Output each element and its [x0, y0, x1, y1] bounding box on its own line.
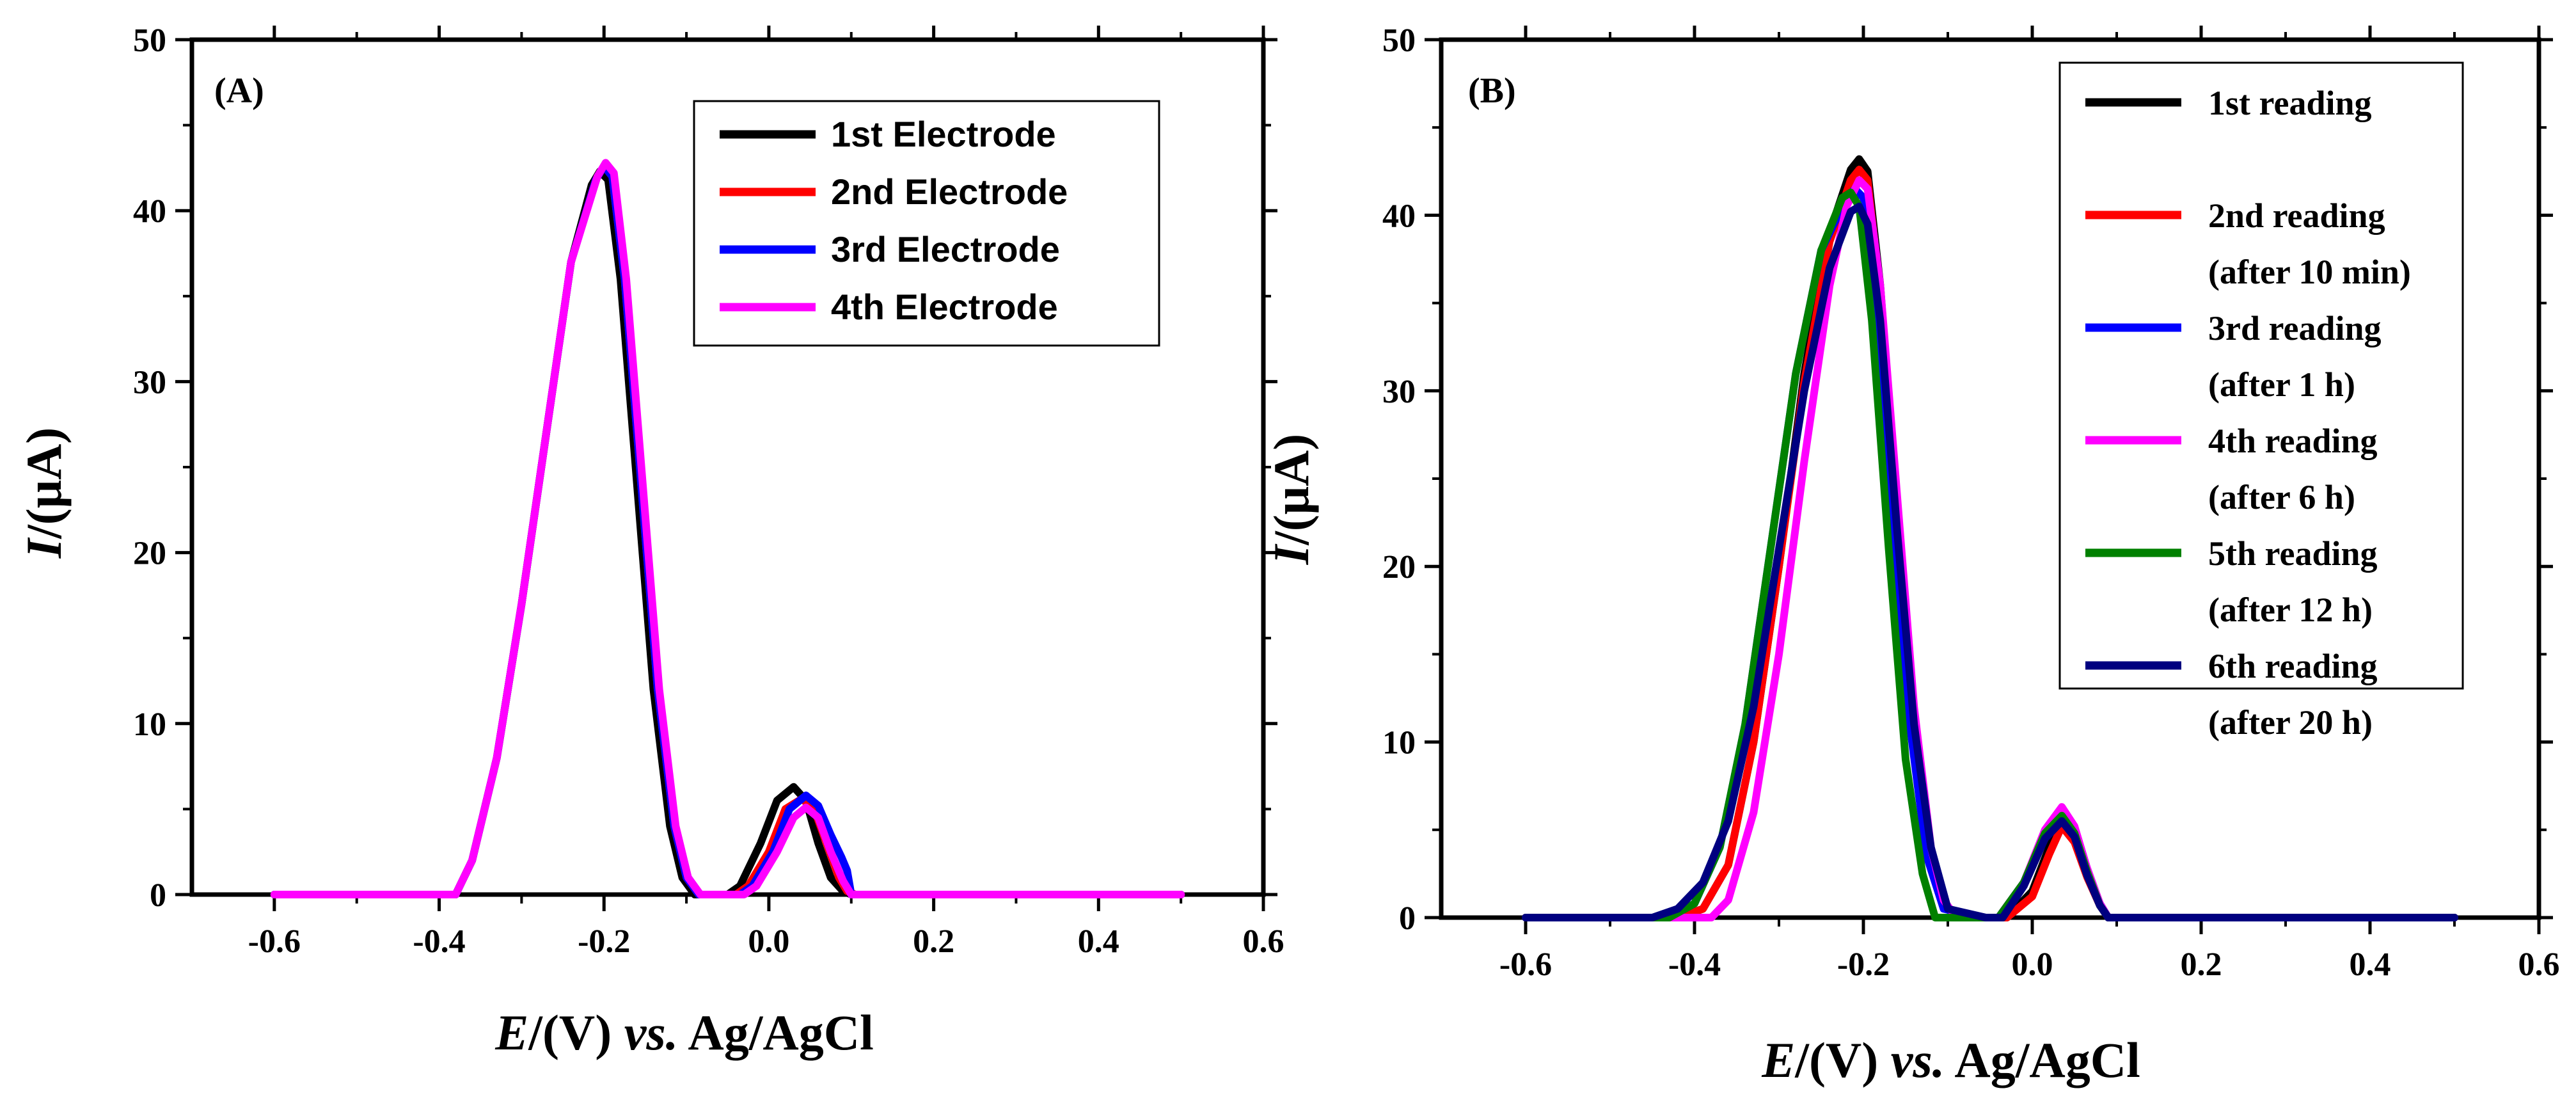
y-axis-title: I/(μA): [16, 427, 72, 559]
x-axis-title: E/(V) vs. Ag/AgCl: [1761, 1032, 2140, 1088]
series-line-6: [1522, 202, 2458, 921]
panel-label: (A): [214, 71, 264, 111]
x-tick-label: 0.4: [1078, 923, 1119, 960]
y-axis-title-unit: /(μA): [1263, 434, 1319, 546]
chart-panel-b: -0.6 -0.4 -0.2 0.0 0.2 0.4 0.6 0 10 20 30 40 50 E/(V)…: [1263, 22, 2560, 1088]
panel-label: (B): [1468, 71, 1516, 111]
legend-label-5: 5th reading: [2208, 534, 2378, 573]
legend-label-1: 1st Electrode: [831, 114, 1056, 154]
y-tick-label: 0: [1399, 900, 1416, 937]
legend-note-2: (after 10 min): [2208, 253, 2411, 291]
chart-panel-a: -0.6 -0.4 -0.2 0.0 0.2 0.4 0.6 0 10 20 30 40 50 E/(V)…: [16, 22, 1284, 1060]
y-axis-title: I/(μA): [1263, 434, 1319, 566]
y-tick-label: 0: [150, 877, 166, 914]
y-tick-label: 20: [1382, 549, 1416, 585]
y-axis-title-symbol: I: [16, 537, 72, 559]
legend-label-1: 1st reading: [2208, 84, 2372, 122]
x-axis-title-vs: vs.: [624, 1005, 678, 1060]
legend: 1st reading 2nd reading (after 10 min) 3rd …: [2058, 61, 2464, 742]
x-tick-label: 0.4: [2350, 946, 2391, 983]
x-tick-label: -0.6: [248, 923, 301, 960]
x-axis-title-unit: /(V): [1794, 1032, 1890, 1088]
x-tick-label: 0.2: [913, 923, 954, 960]
y-tick-label: 10: [1382, 725, 1416, 761]
y-axis-title-symbol: I: [1263, 543, 1319, 565]
x-axis-title-reference: Ag/AgCl: [1945, 1032, 2140, 1088]
x-tick-label: 0.0: [748, 923, 789, 960]
legend-label-3: 3rd Electrode: [831, 229, 1060, 269]
x-tick-label: -0.4: [1668, 946, 1721, 983]
x-tick-label: 0.6: [2518, 946, 2560, 983]
y-tick-label: 40: [1382, 198, 1416, 234]
y-tick-label: 40: [133, 193, 166, 230]
x-tick-label: -0.2: [1837, 946, 1890, 983]
x-tick-label: -0.6: [1499, 946, 1552, 983]
y-tick-label: 50: [1382, 22, 1416, 59]
legend-label-6: 6th reading: [2208, 647, 2378, 685]
legend-label-2: 2nd Electrode: [831, 171, 1068, 212]
legend-box: [2058, 61, 2464, 690]
x-axis-title-symbol: E: [494, 1005, 528, 1060]
x-axis-title-vs: vs.: [1891, 1032, 1945, 1088]
y-tick-label: 50: [133, 22, 166, 59]
legend-label-2: 2nd reading: [2208, 196, 2385, 235]
legend-label-3: 3rd reading: [2208, 309, 2382, 347]
x-axis-title-symbol: E: [1761, 1032, 1795, 1088]
legend-label-4: 4th reading: [2208, 422, 2378, 460]
x-tick-label: -0.4: [413, 923, 465, 960]
legend-note-3: (after 1 h): [2208, 365, 2355, 404]
x-tick-label: 0.2: [2181, 946, 2222, 983]
x-axis-title-unit: /(V): [528, 1005, 624, 1060]
legend: 1st Electrode 2nd Electrode 3rd Electrode 4…: [693, 100, 1160, 347]
y-axis-title-unit: /(μA): [16, 427, 72, 539]
x-tick-label: 0.6: [1243, 923, 1284, 960]
x-tick-label: -0.2: [578, 923, 630, 960]
y-tick-label: 20: [133, 536, 166, 572]
x-axis-title: E/(V) vs. Ag/AgCl: [494, 1005, 874, 1060]
legend-note-5: (after 12 h): [2208, 591, 2373, 629]
x-tick-label: 0.0: [2012, 946, 2053, 983]
y-tick-label: 30: [133, 364, 166, 401]
series-line-4: [270, 159, 1185, 898]
y-tick-label: 30: [1382, 374, 1416, 410]
legend-note-6: (after 20 h): [2208, 703, 2373, 742]
y-tick-label: 10: [133, 706, 166, 743]
legend-label-4: 4th Electrode: [831, 287, 1058, 327]
x-axis-title-reference: Ag/AgCl: [678, 1005, 874, 1060]
legend-note-4: (after 6 h): [2208, 478, 2355, 516]
